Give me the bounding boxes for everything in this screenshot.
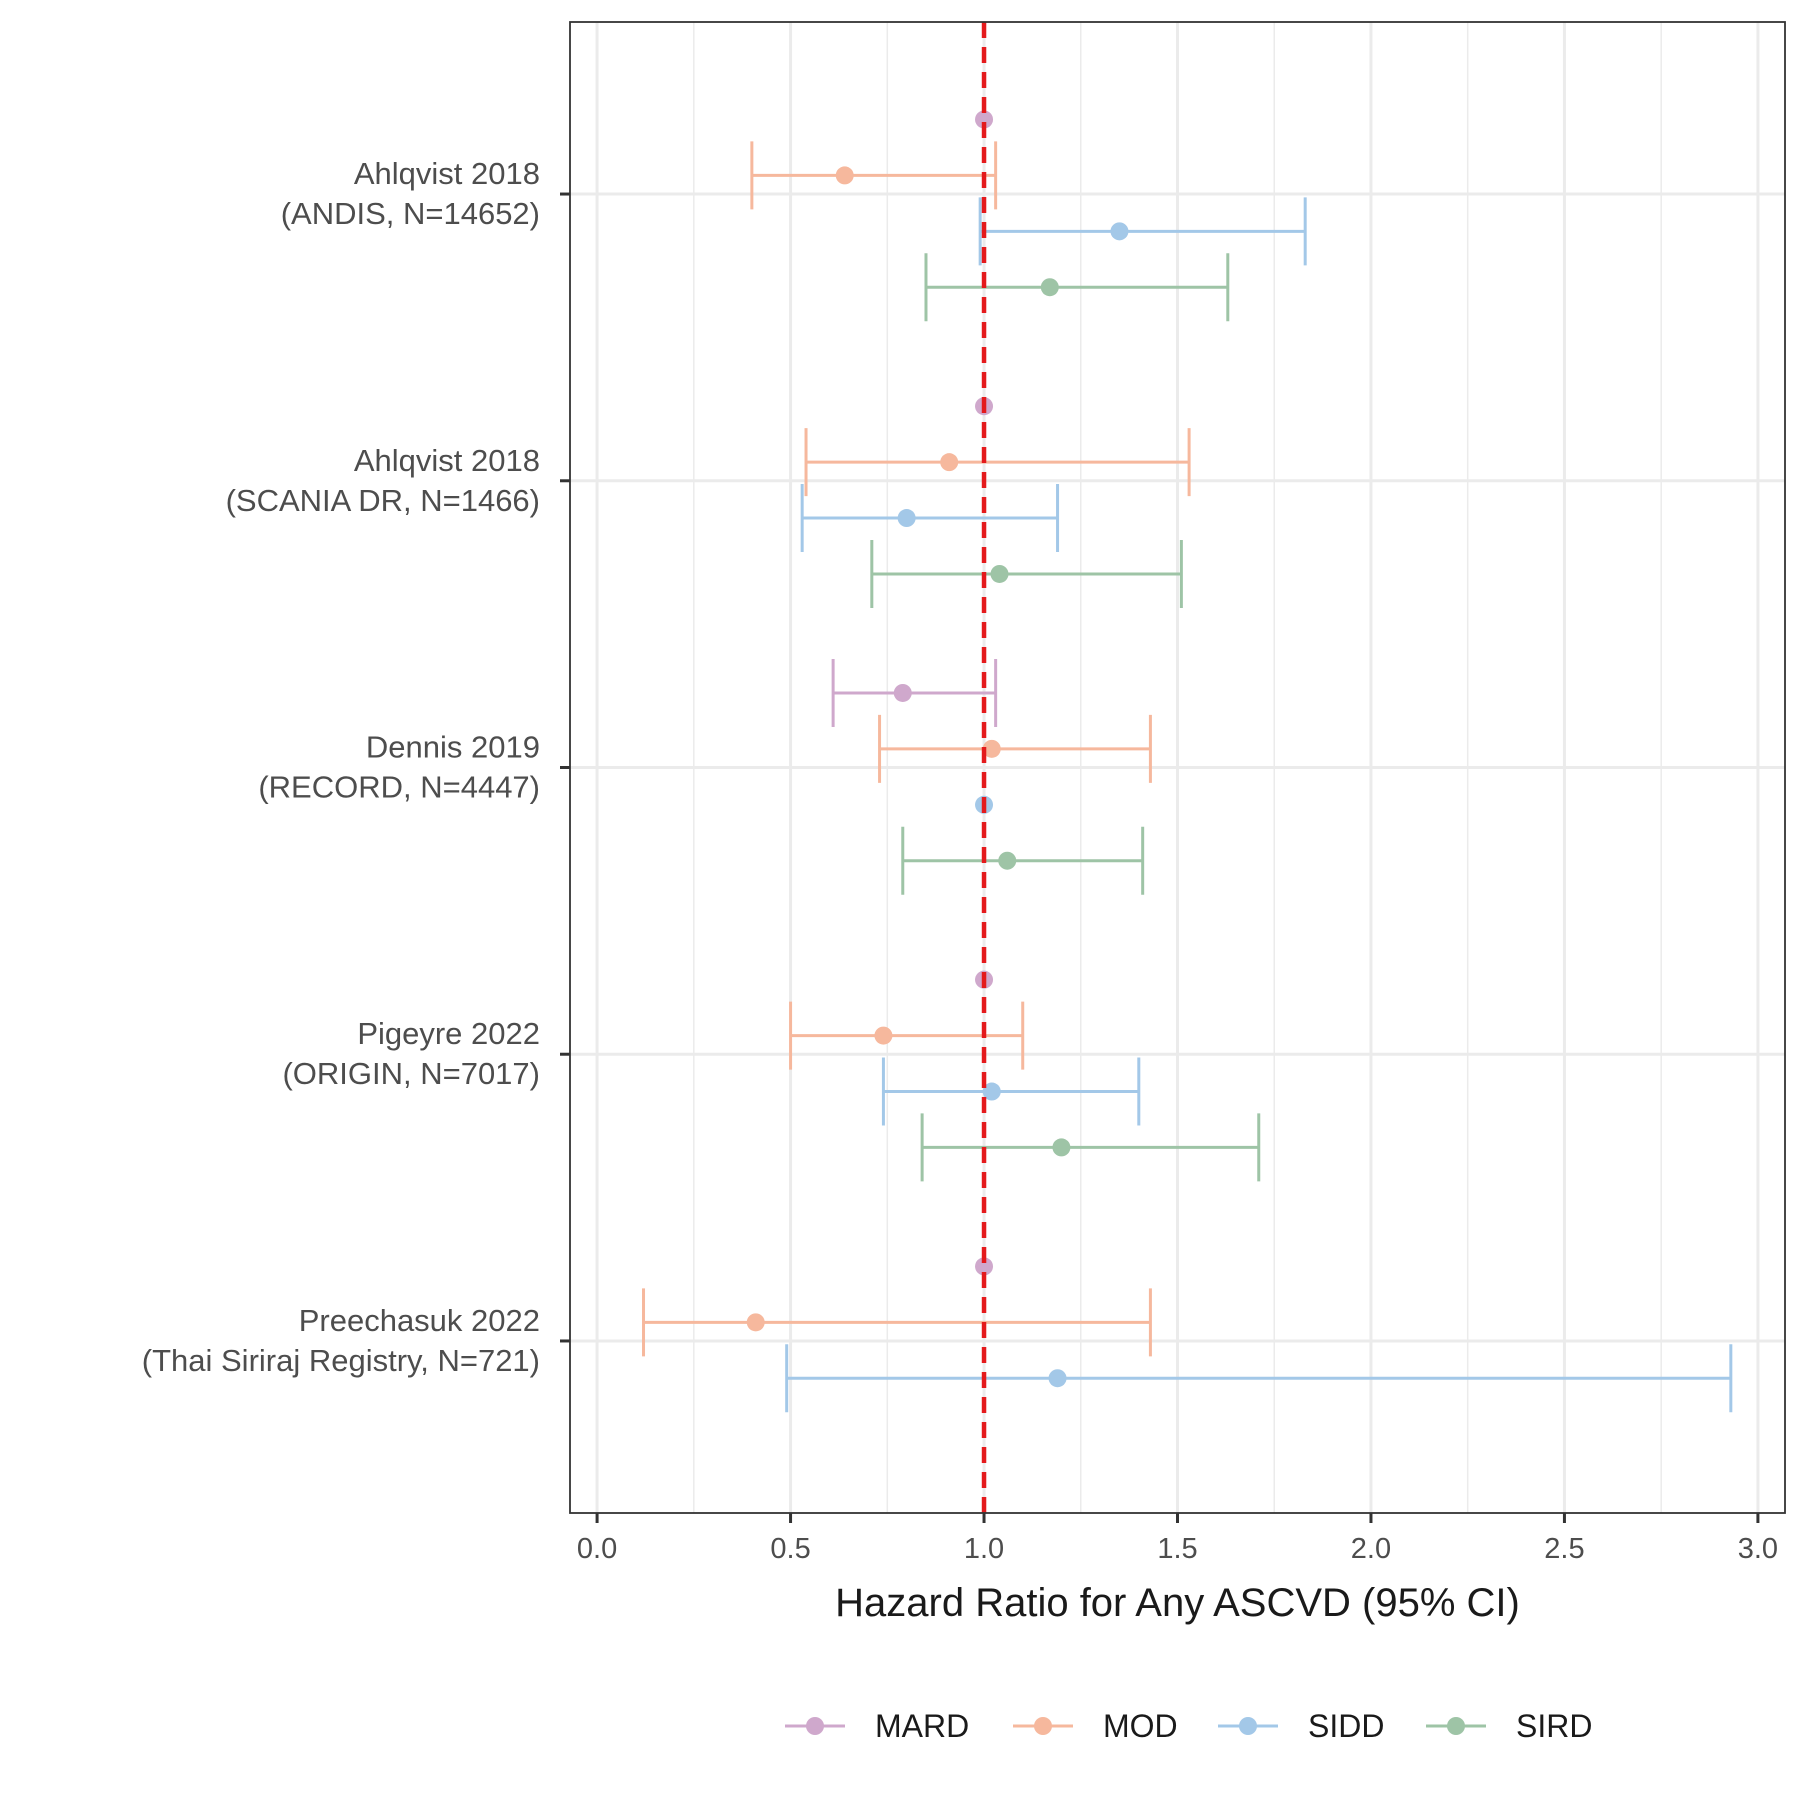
x-tick-label: 0.0	[577, 1533, 617, 1565]
legend-label-sidd: SIDD	[1308, 1708, 1384, 1744]
x-tick-label: 1.5	[1157, 1533, 1197, 1565]
hr-point-sidd	[982, 1082, 1001, 1101]
study-name-label: Ahlqvist 2018	[354, 156, 540, 191]
study-cohort-label: (RECORD, N=4447)	[258, 770, 540, 805]
legend-key-point-mod	[1034, 1717, 1052, 1735]
x-tick-label: 0.5	[770, 1533, 810, 1565]
hr-point-mod	[835, 166, 854, 185]
study-cohort-label: (ANDIS, N=14652)	[281, 196, 540, 231]
study-name-label: Pigeyre 2022	[357, 1016, 540, 1051]
x-tick-label: 1.0	[964, 1533, 1004, 1565]
hr-point-mard	[975, 110, 994, 129]
hr-point-mod	[940, 453, 959, 472]
x-axis-title: Hazard Ratio for Any ASCVD (95% CI)	[835, 1581, 1520, 1625]
hr-point-sidd	[1110, 222, 1129, 241]
hr-point-sidd	[897, 509, 916, 528]
x-tick-label: 3.0	[1738, 1533, 1778, 1565]
legend-key-point-sidd	[1239, 1717, 1257, 1735]
legend-label-mod: MOD	[1103, 1708, 1178, 1744]
study-cohort-label: (ORIGIN, N=7017)	[282, 1056, 540, 1091]
hr-point-sird	[990, 564, 1009, 583]
legend-key-point-sird	[1447, 1717, 1465, 1735]
hr-point-mod	[982, 739, 1001, 758]
legend-key-point-mard	[806, 1717, 824, 1735]
hr-point-mod	[746, 1313, 765, 1332]
hr-point-mod	[874, 1026, 893, 1045]
x-tick-label: 2.0	[1351, 1533, 1391, 1565]
x-tick-label: 2.5	[1544, 1533, 1584, 1565]
hr-point-mard	[893, 683, 912, 702]
study-cohort-label: (Thai Siriraj Registry, N=721)	[142, 1343, 540, 1378]
study-name-label: Dennis 2019	[366, 730, 540, 765]
legend-label-sird: SIRD	[1516, 1708, 1592, 1744]
hr-point-mard	[975, 1257, 994, 1276]
study-name-label: Preechasuk 2022	[299, 1303, 540, 1338]
hr-point-sird	[998, 851, 1017, 870]
study-name-label: Ahlqvist 2018	[354, 443, 540, 478]
hr-point-sidd	[1048, 1369, 1067, 1388]
hr-point-sird	[1052, 1138, 1071, 1157]
study-cohort-label: (SCANIA DR, N=1466)	[226, 483, 540, 518]
legend-label-mard: MARD	[875, 1708, 969, 1744]
hr-point-sird	[1040, 278, 1059, 297]
